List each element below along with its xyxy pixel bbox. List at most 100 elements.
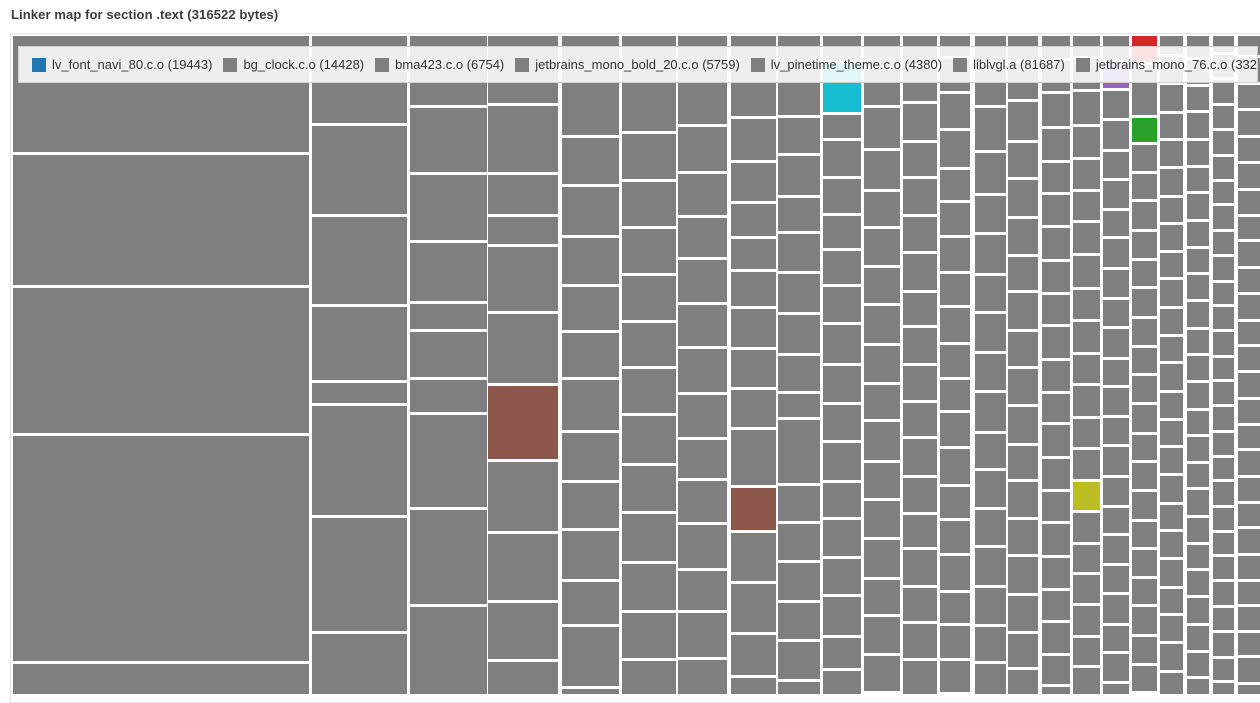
treemap-cell[interactable] — [622, 323, 676, 366]
treemap-cell[interactable] — [1008, 293, 1038, 329]
treemap-cell[interactable] — [1103, 329, 1129, 357]
treemap-cell[interactable] — [1042, 524, 1070, 555]
treemap-cell[interactable] — [1008, 520, 1038, 554]
treemap-cell[interactable] — [1008, 557, 1038, 593]
treemap-cell[interactable] — [1238, 269, 1260, 292]
treemap-cell[interactable] — [864, 385, 900, 419]
treemap-cell[interactable] — [1103, 508, 1129, 533]
treemap-cell[interactable] — [678, 613, 727, 657]
treemap-cell[interactable] — [1213, 157, 1234, 179]
treemap-cell[interactable] — [1103, 300, 1129, 326]
treemap-cell[interactable] — [1042, 295, 1070, 324]
treemap-cell[interactable] — [778, 198, 820, 231]
treemap-cell[interactable] — [678, 349, 727, 392]
treemap-cell[interactable] — [940, 449, 970, 484]
treemap-cell[interactable] — [940, 521, 970, 553]
treemap-cell[interactable] — [1073, 419, 1100, 447]
treemap-cell[interactable] — [1213, 182, 1234, 203]
treemap-cell[interactable] — [678, 525, 727, 568]
treemap-cell[interactable] — [312, 383, 407, 403]
treemap-cell[interactable] — [1213, 533, 1234, 554]
treemap-cell[interactable] — [1187, 679, 1209, 694]
treemap-cell[interactable] — [312, 634, 407, 694]
treemap-cell[interactable] — [678, 127, 727, 171]
treemap-cell[interactable] — [823, 443, 861, 480]
treemap-cell[interactable] — [903, 254, 937, 290]
treemap-cell[interactable] — [1213, 557, 1234, 579]
treemap-cell[interactable] — [1160, 673, 1183, 694]
treemap-cell[interactable] — [1132, 319, 1157, 345]
treemap-cell[interactable] — [1103, 181, 1129, 208]
treemap-cell[interactable] — [1042, 228, 1070, 259]
treemap-cell[interactable] — [410, 243, 487, 301]
treemap-cell[interactable] — [13, 155, 309, 285]
treemap-cell[interactable] — [940, 556, 970, 590]
treemap-cell[interactable] — [562, 531, 619, 579]
treemap-cell[interactable] — [410, 304, 487, 329]
treemap-cell[interactable] — [1042, 195, 1070, 225]
treemap-cell[interactable] — [1103, 418, 1129, 444]
treemap-cell[interactable] — [1238, 556, 1260, 579]
treemap-cell[interactable] — [1008, 180, 1038, 216]
treemap-cell[interactable] — [903, 328, 937, 363]
treemap-cell[interactable] — [1187, 141, 1209, 165]
treemap-cell[interactable] — [1213, 407, 1234, 430]
treemap-cell[interactable] — [1238, 242, 1260, 266]
treemap-cell[interactable] — [1213, 382, 1234, 404]
treemap-cell[interactable] — [1008, 143, 1038, 177]
treemap-cell[interactable] — [864, 151, 900, 189]
treemap-cell[interactable] — [1160, 532, 1183, 557]
treemap-cell[interactable] — [1160, 198, 1183, 222]
treemap-cell[interactable] — [1160, 421, 1183, 445]
treemap-cell[interactable] — [1073, 513, 1100, 542]
treemap-cell[interactable] — [1008, 446, 1038, 479]
treemap-cell[interactable] — [488, 462, 558, 531]
treemap-cell[interactable] — [1008, 219, 1038, 254]
treemap-cell[interactable] — [1187, 194, 1209, 219]
treemap-cell[interactable] — [975, 434, 1006, 468]
treemap-cell[interactable] — [864, 108, 900, 148]
treemap-cell[interactable] — [678, 218, 727, 257]
treemap-cell[interactable] — [1187, 113, 1209, 138]
treemap-cell[interactable] — [562, 433, 619, 480]
treemap-cell[interactable] — [1132, 463, 1157, 489]
treemap-cell[interactable] — [488, 534, 558, 600]
treemap-cell[interactable] — [1187, 464, 1209, 487]
treemap-cell[interactable] — [1238, 426, 1260, 448]
treemap-cell[interactable] — [488, 603, 558, 659]
treemap-cell[interactable] — [488, 314, 558, 383]
treemap-cell[interactable] — [778, 394, 820, 417]
treemap-cell[interactable] — [1238, 400, 1260, 423]
treemap-cell[interactable] — [1238, 111, 1260, 135]
treemap-cell[interactable] — [1238, 164, 1260, 188]
treemap-cell[interactable] — [622, 564, 676, 610]
treemap-cell[interactable] — [1213, 307, 1234, 329]
treemap-cell[interactable] — [1213, 433, 1234, 455]
treemap-cell[interactable] — [1042, 623, 1070, 653]
treemap-cell[interactable] — [1008, 596, 1038, 631]
treemap-cell[interactable] — [903, 217, 937, 251]
treemap-cell[interactable] — [1213, 659, 1234, 680]
treemap-cell[interactable] — [410, 380, 487, 412]
treemap-cell[interactable] — [778, 642, 820, 679]
treemap-cell[interactable] — [678, 174, 727, 215]
treemap-cell[interactable] — [410, 415, 487, 507]
treemap-cell[interactable] — [1103, 360, 1129, 385]
treemap-cell[interactable] — [1213, 232, 1234, 254]
treemap-cell[interactable] — [678, 571, 727, 610]
treemap-cell[interactable] — [13, 288, 309, 433]
treemap-cell[interactable] — [731, 430, 776, 485]
treemap-cell[interactable] — [731, 204, 776, 236]
treemap-cell[interactable] — [1132, 202, 1157, 229]
treemap-cell[interactable] — [975, 108, 1006, 150]
treemap-cell[interactable] — [410, 510, 487, 604]
treemap-cell[interactable] — [622, 229, 676, 273]
treemap-cell[interactable] — [903, 293, 937, 325]
treemap-cell[interactable] — [1213, 458, 1234, 479]
treemap-cell[interactable] — [823, 520, 861, 556]
treemap-cell[interactable] — [1160, 505, 1183, 529]
treemap-cell[interactable] — [975, 471, 1006, 507]
treemap-cell[interactable] — [1103, 211, 1129, 236]
treemap-cell[interactable] — [1238, 347, 1260, 370]
treemap-cell[interactable] — [1073, 668, 1100, 694]
